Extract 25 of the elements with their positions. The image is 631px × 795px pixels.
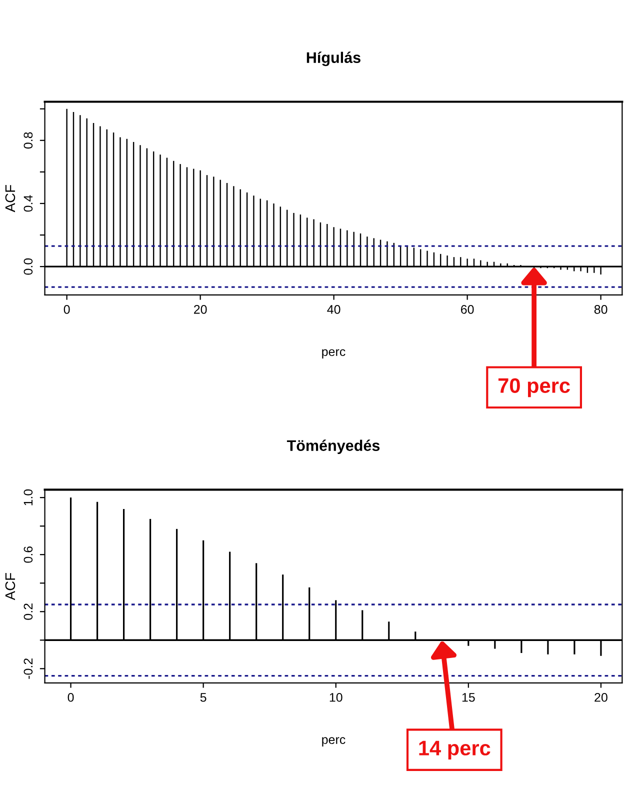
- x-tick-label: 60: [460, 304, 474, 314]
- x-axis-title: perc: [322, 349, 346, 359]
- x-tick-label: 20: [194, 304, 207, 314]
- x-tick-label: 0: [68, 692, 74, 702]
- y-axis-title: ACF: [5, 185, 16, 212]
- chart-title: Töményedés: [286, 440, 380, 454]
- x-tick-label: 15: [462, 693, 475, 702]
- x-tick-label: 40: [327, 304, 340, 314]
- x-tick-label: 5: [200, 693, 206, 702]
- y-tick-label: 0.8: [24, 132, 33, 149]
- x-tick-label: 20: [594, 692, 608, 702]
- y-tick-label: 0.4: [24, 195, 33, 212]
- x-tick-label: 0: [64, 304, 70, 314]
- chart-title: Hígulás: [306, 52, 360, 66]
- y-tick-label: 0.6: [24, 546, 33, 563]
- y-tick-label: 0.2: [24, 604, 33, 620]
- x-axis-title: perc: [322, 737, 346, 746]
- y-tick-label: 0.0: [24, 258, 33, 275]
- annotation: 70 perc: [498, 378, 570, 398]
- annotation: 14 perc: [419, 740, 490, 760]
- x-tick-label: 80: [594, 304, 608, 314]
- y-tick-label: -0.2: [24, 658, 33, 679]
- x-tick-label: 10: [330, 692, 342, 702]
- y-axis-title: ACF: [5, 572, 16, 600]
- y-tick-label: 1.0: [24, 489, 33, 506]
